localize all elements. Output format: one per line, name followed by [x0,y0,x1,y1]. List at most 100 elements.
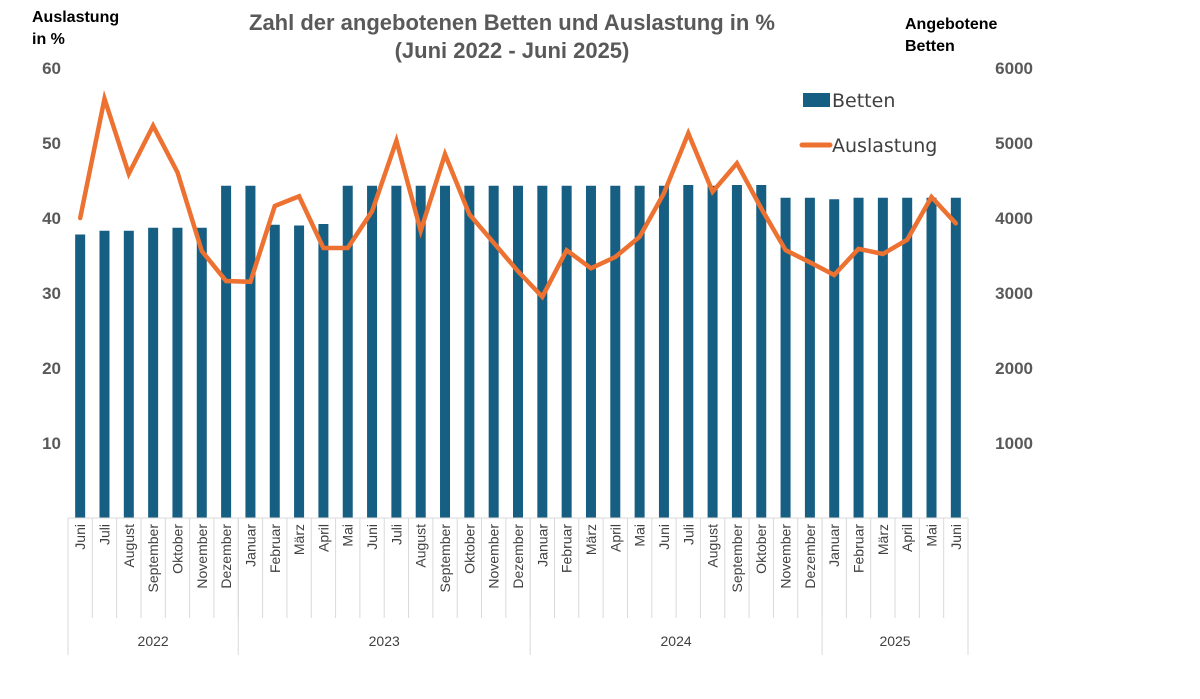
legend: Betten Auslastung [799,90,937,157]
x-month-label: Februar [559,524,575,573]
bar-betten [318,224,329,518]
bar-betten [926,197,937,518]
right-tick-label: 5000 [995,134,1033,153]
left-axis-title-line1: Auslastung [32,9,119,26]
bar-betten [707,185,718,518]
x-month-label: September [729,524,745,593]
x-year-label: 2024 [661,633,692,649]
x-month-label: November [194,524,210,589]
bar-betten [123,230,134,518]
bar-betten [196,227,207,518]
x-month-label: Juli [388,524,404,545]
x-year-label: 2025 [879,633,910,649]
bar-betten [804,197,815,518]
x-month-label: November [486,524,502,589]
bar-betten [488,185,499,518]
bar-betten [342,185,353,518]
right-axis-title-line1: Angebotene [905,16,998,33]
bar-betten [537,185,548,518]
x-month-label: November [778,524,794,589]
bar-betten [877,197,888,518]
x-month-label: Juni [72,524,88,550]
bar-betten [756,185,767,518]
bar-betten [585,185,596,518]
right-tick-label: 1000 [995,434,1033,453]
bar-betten [148,227,159,518]
x-month-label: Mai [340,524,356,547]
left-axis: 10 20 30 40 50 60 [42,59,61,453]
x-month-label: April [315,524,331,552]
right-tick-label: 3000 [995,284,1033,303]
x-month-label: Juni [948,524,964,550]
x-axis: Juni Juli August September Oktober November De… [67,517,969,655]
bar-betten [415,185,426,518]
bars-series-betten [75,185,961,518]
left-tick-label: 20 [42,359,61,378]
x-month-label: Oktober [169,524,185,574]
bar-betten [513,185,523,518]
bar-betten [294,225,305,518]
bar-betten [99,230,110,518]
x-month-label: August [121,524,137,568]
x-month-label: März [291,524,307,555]
bar-betten [464,185,475,518]
bar-betten [269,224,280,518]
bar-betten [172,227,183,518]
legend-label-auslastung: Auslastung [832,135,937,157]
left-tick-label: 60 [42,59,61,78]
right-tick-label: 6000 [995,59,1033,78]
chart-title-line1: Zahl der angebotenen Betten und Auslastu… [249,10,775,35]
x-month-label: Januar [242,524,258,567]
x-year-label: 2023 [369,633,400,649]
x-month-label: Juni [364,524,380,550]
bar-betten [610,185,621,518]
x-month-label: August [705,524,721,568]
x-month-label: Dezember [802,524,818,589]
x-month-label: März [875,524,891,555]
x-month-label: Mai [632,524,648,547]
x-month-label: September [437,524,453,593]
left-tick-label: 50 [42,134,61,153]
left-axis-title-line2: in % [32,31,65,48]
bar-betten [221,185,232,518]
x-month-label: Februar [851,524,867,573]
right-axis-title-line2: Betten [905,38,955,55]
right-tick-label: 4000 [995,209,1033,228]
x-month-label: Januar [826,524,842,567]
x-month-label: März [583,524,599,555]
legend-swatch-betten [803,93,830,107]
bar-betten [391,185,402,518]
x-month-label: September [145,524,161,593]
left-tick-label: 40 [42,209,61,228]
x-month-label: Juni [656,524,672,550]
x-year-label: 2022 [138,633,169,649]
bar-betten [658,185,669,518]
bar-betten [440,185,451,518]
x-month-label: Januar [534,524,550,567]
line-series-auslastung [77,89,959,301]
bar-betten [245,185,256,518]
right-tick-label: 2000 [995,359,1033,378]
x-month-label: Mai [924,524,940,547]
legend-label-betten: Betten [832,90,895,112]
bar-betten [683,185,694,518]
bar-betten [902,197,913,518]
bar-betten [829,199,840,518]
x-month-label: Oktober [461,524,477,574]
x-month-label: Juli [96,524,112,545]
left-tick-label: 10 [42,434,61,453]
right-axis: 1000 2000 3000 4000 5000 6000 [995,59,1033,453]
x-month-label: Dezember [218,524,234,589]
x-month-label: April [607,524,623,552]
bar-betten [950,197,961,518]
chart-title-line2: (Juni 2022 - Juni 2025) [395,38,630,63]
bar-betten [561,185,572,518]
bar-betten [75,234,86,518]
bar-betten [634,185,645,518]
bar-betten [853,197,864,518]
x-month-label: April [899,524,915,552]
bar-betten [780,197,791,518]
x-month-label: Oktober [753,524,769,574]
bar-betten [731,185,742,518]
